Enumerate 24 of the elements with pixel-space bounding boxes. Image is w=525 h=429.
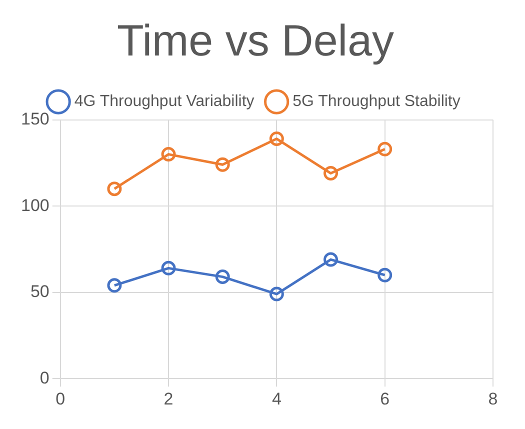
point bbox=[107, 182, 122, 196]
point bbox=[269, 132, 284, 146]
x-tick-label: 2 bbox=[164, 389, 174, 408]
legend-label: 4G Throughput Variability bbox=[74, 93, 254, 110]
point bbox=[378, 268, 392, 282]
x-tick-label: 4 bbox=[272, 389, 282, 408]
x-tick-label: 8 bbox=[488, 389, 498, 408]
point bbox=[378, 142, 392, 156]
y-tick-label: 50 bbox=[30, 282, 50, 302]
legend-label: 5G Throughput Stability bbox=[292, 93, 460, 110]
point bbox=[107, 278, 122, 293]
y-tick-label: 0 bbox=[40, 368, 50, 388]
point bbox=[161, 260, 176, 276]
x-tick-label: 0 bbox=[56, 389, 66, 408]
chart-title: Time vs Delay bbox=[116, 16, 394, 66]
point bbox=[161, 147, 176, 162]
point bbox=[324, 252, 338, 267]
point bbox=[215, 270, 230, 284]
x-tick-label: 6 bbox=[380, 389, 390, 408]
y-tick-label: 150 bbox=[20, 109, 50, 128]
point bbox=[215, 157, 230, 172]
point bbox=[269, 286, 284, 302]
y-tick-label: 100 bbox=[20, 196, 50, 215]
point bbox=[324, 166, 338, 181]
